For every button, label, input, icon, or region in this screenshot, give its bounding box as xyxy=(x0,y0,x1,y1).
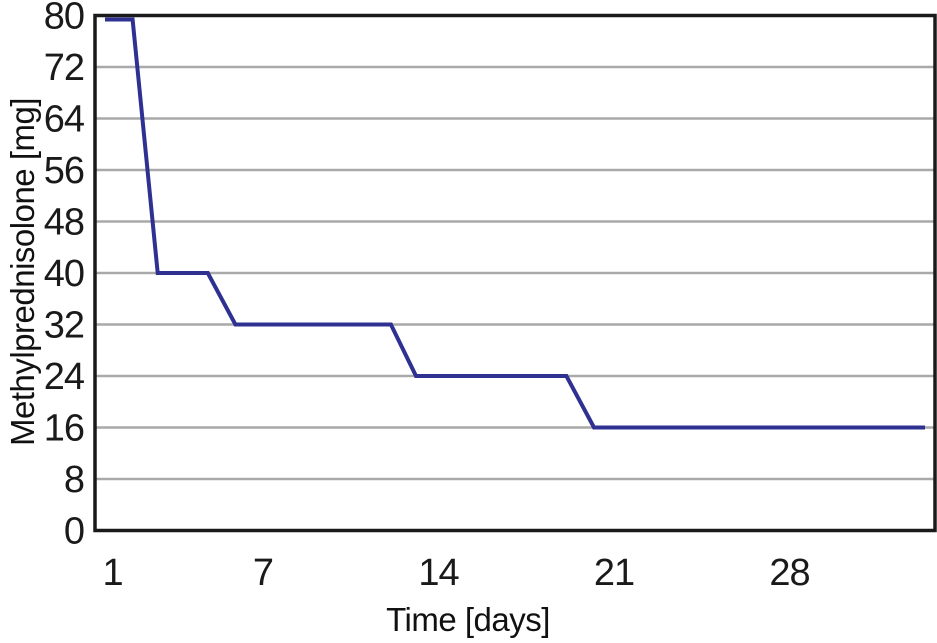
y-tick-label: 80 xyxy=(44,0,84,38)
plot-border xyxy=(93,13,937,533)
x-tick-label: 14 xyxy=(418,552,459,594)
y-tick-label: 72 xyxy=(44,47,84,89)
y-tick-label: 24 xyxy=(44,356,85,398)
y-tick-label: 40 xyxy=(44,253,84,295)
y-tick-label: 32 xyxy=(44,305,84,347)
y-tick-label: 8 xyxy=(64,459,84,501)
x-tick-label: 1 xyxy=(102,552,122,594)
y-tick-label: 56 xyxy=(44,150,84,192)
x-axis-title: Time [days] xyxy=(386,601,550,638)
y-tick-label: 64 xyxy=(44,99,85,141)
y-tick-label: 0 xyxy=(64,511,84,553)
y-tick-label: 16 xyxy=(44,408,84,450)
x-tick-label: 7 xyxy=(253,552,273,594)
y-tick-label: 48 xyxy=(44,202,84,244)
x-tick-label: 28 xyxy=(769,552,809,594)
x-tick-label: 21 xyxy=(594,552,634,594)
dose-line xyxy=(105,17,925,430)
y-axis-title: Methylprednisolone [mg] xyxy=(4,98,41,446)
